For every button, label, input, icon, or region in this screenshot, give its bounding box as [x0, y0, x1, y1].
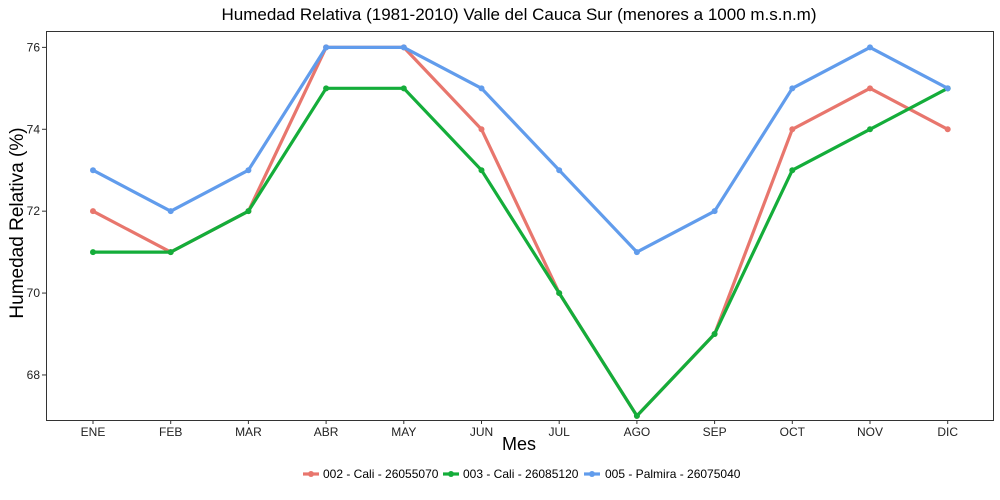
series-line [91, 86, 950, 418]
data-point [789, 126, 796, 133]
legend-item: 002 - Cali - 26055070 [303, 467, 439, 481]
legend-label: 002 - Cali - 26055070 [323, 467, 439, 481]
data-point [323, 85, 330, 92]
legend-item: 003 - Cali - 26085120 [443, 467, 579, 481]
data-point [90, 208, 96, 215]
series-group [90, 85, 951, 419]
data-point [633, 412, 640, 419]
data-point [90, 167, 96, 174]
plot-panel [46, 31, 994, 421]
legend: 002 - Cali - 26055070 003 - Cali - 260851… [303, 467, 741, 481]
x-tick-label: AGO [624, 425, 651, 439]
x-tick-label: MAY [391, 425, 416, 439]
data-point [167, 208, 174, 215]
data-point [867, 85, 873, 92]
x-tick-label: SEP [703, 425, 727, 439]
legend-label: 003 - Cali - 26085120 [463, 467, 579, 481]
legend-swatch-point [589, 471, 595, 477]
data-point [711, 331, 718, 338]
x-tick-label: JUN [470, 425, 493, 439]
data-point [711, 208, 718, 215]
y-tick-label: 70 [27, 286, 41, 300]
legend-swatch-point [448, 471, 454, 477]
data-point [789, 167, 796, 174]
x-tick-label: ENE [81, 425, 106, 439]
data-point [245, 208, 252, 215]
data-point [867, 126, 873, 133]
data-point [478, 126, 485, 133]
x-tick-label: NOV [857, 425, 883, 439]
y-tick-label: 72 [27, 204, 41, 218]
data-point [478, 167, 485, 174]
data-point [400, 44, 407, 51]
data-point [90, 249, 96, 256]
data-point [556, 167, 563, 174]
x-tick-label: ABR [314, 425, 339, 439]
x-axis: ENE FEB MAR ABR MAY JUN JUL AGO SEP OCT NOV DIC [81, 420, 958, 439]
x-tick-label: JUL [549, 425, 571, 439]
y-axis-title: Humedad Relativa (%) [7, 127, 28, 318]
legend-label: 005 - Palmira - 26075040 [605, 467, 741, 481]
series-layer [90, 44, 951, 419]
data-point [789, 85, 796, 92]
data-point [167, 249, 174, 256]
data-point [944, 85, 951, 92]
data-point [867, 44, 873, 51]
y-tick-label: 76 [27, 40, 41, 54]
series-group [90, 44, 951, 256]
legend-item: 005 - Palmira - 26075040 [584, 467, 741, 481]
data-point [400, 85, 407, 92]
legend-swatch-point [308, 471, 314, 477]
series-line [91, 45, 950, 254]
x-tick-label: MAR [235, 425, 262, 439]
data-point [556, 290, 563, 297]
data-point [633, 249, 640, 256]
data-point [478, 85, 485, 92]
chart-title: Humedad Relativa (1981-2010) Valle del C… [222, 5, 817, 24]
x-axis-title: Mes [502, 434, 536, 454]
x-tick-label: OCT [780, 425, 806, 439]
y-axis: 68 70 72 74 76 [27, 40, 46, 382]
x-tick-label: DIC [937, 425, 958, 439]
x-tick-label: FEB [159, 425, 182, 439]
y-tick-label: 68 [27, 368, 41, 382]
y-tick-label: 74 [27, 122, 41, 136]
data-point [323, 44, 330, 51]
data-point [245, 167, 252, 174]
data-point [944, 126, 951, 133]
